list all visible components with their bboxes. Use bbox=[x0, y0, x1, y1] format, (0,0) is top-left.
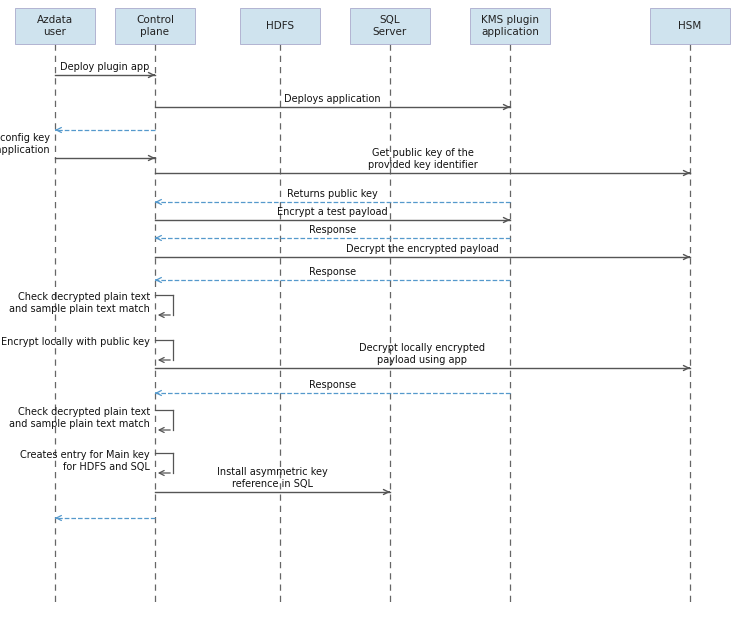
Text: Azdata
user: Azdata user bbox=[37, 15, 73, 37]
Text: HSM: HSM bbox=[678, 21, 702, 31]
Text: azdata config key
and application: azdata config key and application bbox=[0, 134, 50, 155]
Text: Encrypt a test payload: Encrypt a test payload bbox=[277, 207, 388, 217]
Text: Get public key of the
provided key identifier: Get public key of the provided key ident… bbox=[368, 148, 478, 170]
Text: Control
plane: Control plane bbox=[136, 15, 174, 37]
Text: Decrypt the encrypted payload: Decrypt the encrypted payload bbox=[346, 244, 499, 254]
Text: Check decrypted plain text
and sample plain text match: Check decrypted plain text and sample pl… bbox=[9, 407, 150, 428]
Text: HDFS: HDFS bbox=[266, 21, 294, 31]
Text: Response: Response bbox=[309, 380, 356, 390]
Text: Deploy plugin app: Deploy plugin app bbox=[60, 62, 150, 72]
FancyBboxPatch shape bbox=[470, 8, 550, 44]
Text: Response: Response bbox=[309, 225, 356, 235]
Text: Encrypt locally with public key: Encrypt locally with public key bbox=[1, 337, 150, 347]
FancyBboxPatch shape bbox=[15, 8, 95, 44]
Text: Response: Response bbox=[309, 267, 356, 277]
Text: Check decrypted plain text
and sample plain text match: Check decrypted plain text and sample pl… bbox=[9, 292, 150, 314]
Text: Returns public key: Returns public key bbox=[287, 189, 378, 199]
FancyBboxPatch shape bbox=[115, 8, 195, 44]
FancyBboxPatch shape bbox=[350, 8, 430, 44]
Text: KMS plugin
application: KMS plugin application bbox=[481, 15, 539, 37]
Text: Install asymmetric key
reference in SQL: Install asymmetric key reference in SQL bbox=[217, 468, 328, 489]
Text: SQL
Server: SQL Server bbox=[373, 15, 407, 37]
Text: Creates entry for Main key
for HDFS and SQL: Creates entry for Main key for HDFS and … bbox=[21, 450, 150, 471]
FancyBboxPatch shape bbox=[650, 8, 730, 44]
Text: Deploys application: Deploys application bbox=[284, 94, 381, 104]
Text: Decrypt locally encrypted
payload using app: Decrypt locally encrypted payload using … bbox=[360, 343, 486, 365]
FancyBboxPatch shape bbox=[240, 8, 320, 44]
